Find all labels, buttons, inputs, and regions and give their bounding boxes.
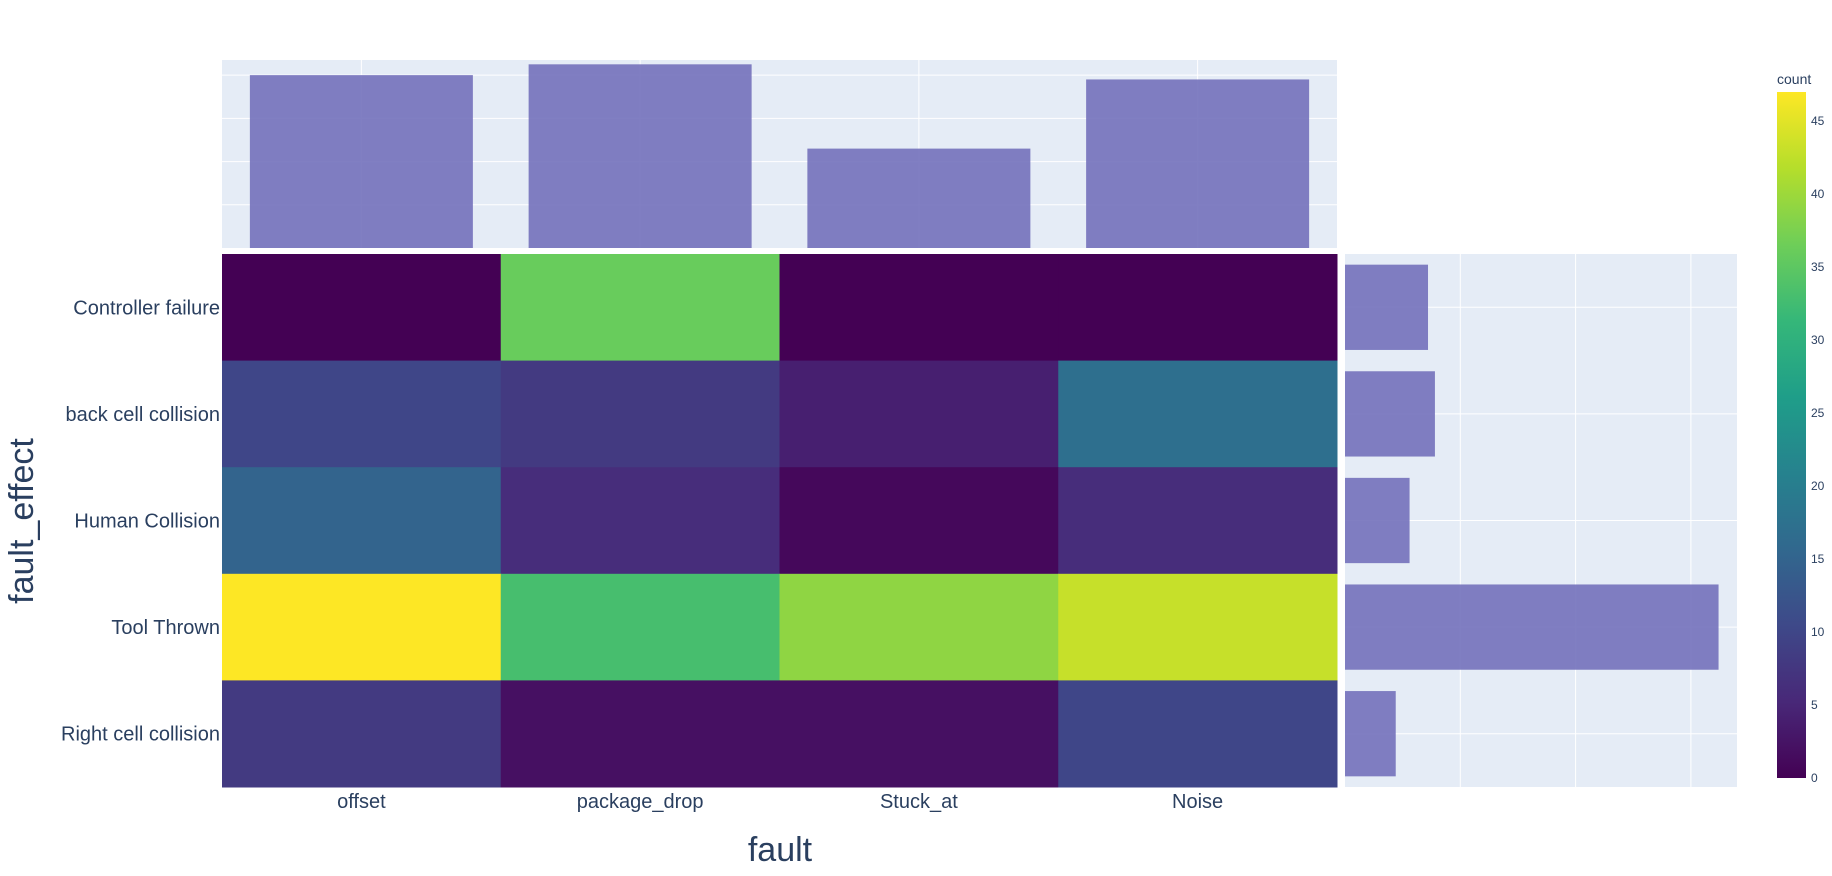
x-tick-label: offset	[337, 791, 386, 813]
colorbar-tick-label: 45	[1811, 114, 1825, 128]
heatmap-cell	[500, 360, 780, 468]
heatmap-cell	[222, 254, 502, 362]
x-tick-label: Noise	[1172, 791, 1223, 813]
colorbar-tick-label: 5	[1811, 698, 1818, 712]
x-tick-label: Stuck_at	[880, 791, 958, 813]
heatmap-cell	[1058, 573, 1338, 681]
heatmap-cell	[222, 573, 502, 681]
y-tick-label: back cell collision	[65, 404, 220, 426]
y-tick-label: Controller failure	[73, 297, 220, 319]
colorbar-tick-label: 15	[1811, 552, 1825, 566]
colorbar-tick-label: 10	[1811, 625, 1825, 639]
heatmap-cell	[500, 467, 780, 575]
x-tick-label: package_drop	[577, 791, 704, 813]
heatmap-cell	[779, 573, 1059, 681]
heatmap-cell	[222, 680, 502, 788]
top-histogram-bar	[249, 75, 473, 248]
x-axis-title: fault	[748, 831, 813, 869]
colorbar-tick-label: 30	[1811, 333, 1825, 347]
heatmap-cell	[500, 680, 780, 788]
top-histogram-bar	[1086, 79, 1310, 248]
heatmap-cell	[779, 254, 1059, 362]
heatmap-cell	[500, 573, 780, 681]
top-histogram-bar	[528, 64, 752, 248]
heatmap-cell	[222, 360, 502, 468]
heatmap-cell	[222, 467, 502, 575]
top-histogram-bar	[807, 148, 1031, 248]
y-axis-title: fault_effect	[3, 438, 41, 604]
heatmap-cell	[779, 680, 1059, 788]
right-histogram-bar	[1345, 371, 1435, 457]
colorbar-tick-label: 20	[1811, 479, 1825, 493]
y-tick-label: Human Collision	[74, 511, 220, 533]
right-histogram-bar	[1345, 584, 1719, 670]
right-histogram-bar	[1345, 691, 1396, 777]
colorbar-tick-label: 40	[1811, 187, 1825, 201]
heatmap-cell	[1058, 680, 1338, 788]
heatmap-cell	[500, 254, 780, 362]
right-histogram-bar	[1345, 477, 1410, 564]
y-tick-label: Right cell collision	[61, 724, 220, 746]
heatmap-cell	[779, 467, 1059, 575]
colorbar-tick-label: 25	[1811, 406, 1825, 420]
heatmap-cell	[1058, 254, 1338, 362]
y-tick-label: Tool Thrown	[111, 617, 220, 639]
heatmap-cell	[779, 360, 1059, 468]
colorbar-tick-label: 0	[1811, 771, 1818, 785]
colorbar	[1777, 92, 1806, 778]
heatmap-cell	[1058, 360, 1338, 468]
right-histogram-bar	[1345, 264, 1429, 350]
heatmap-cell	[1058, 467, 1338, 575]
colorbar-tick-label: 35	[1811, 260, 1825, 274]
colorbar-title: count	[1777, 71, 1811, 87]
